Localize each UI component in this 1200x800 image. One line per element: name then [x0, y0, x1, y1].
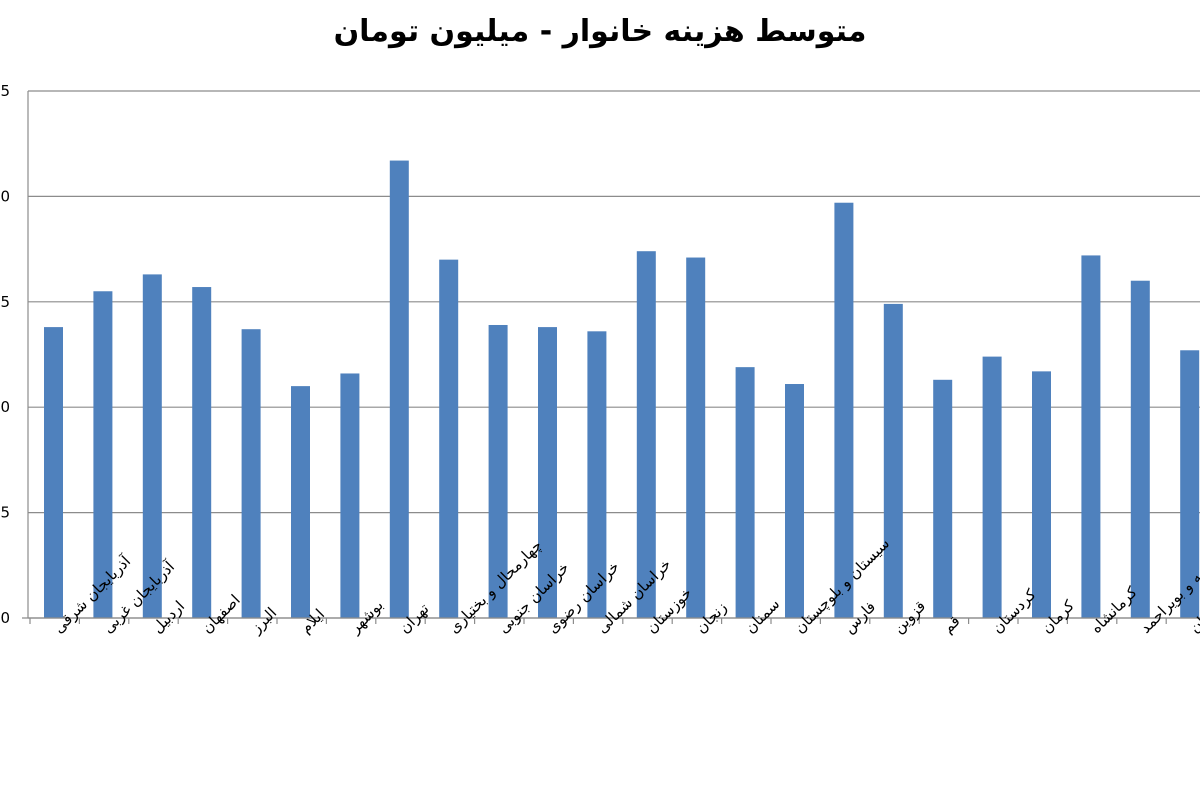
bar: [636, 251, 656, 618]
bar: [686, 257, 706, 618]
bar: [291, 386, 310, 618]
bar: [340, 373, 360, 618]
axes: [22, 91, 1200, 624]
y-tick-label: 10: [0, 398, 10, 416]
bar: [439, 259, 459, 618]
bar: [192, 287, 212, 618]
y-tick-label: 25: [0, 82, 10, 100]
y-tick-label: 15: [0, 293, 10, 311]
bar: [587, 331, 607, 618]
bar: [488, 324, 508, 618]
bar: [389, 160, 409, 618]
y-tick-label: 5: [0, 504, 10, 522]
bar: [538, 327, 557, 618]
bar: [785, 384, 804, 618]
bar: [933, 379, 953, 618]
bar: [241, 329, 261, 618]
bar: [834, 202, 854, 618]
bar: [1081, 255, 1101, 618]
bar: [1130, 280, 1150, 618]
y-tick-label: 0: [0, 609, 10, 627]
chart-title: متوسط هزینه خانوار - میلیون تومان: [333, 14, 867, 49]
bar: [982, 356, 1002, 618]
bar: [93, 291, 113, 618]
bar: [1032, 371, 1051, 618]
bars: [44, 160, 1200, 618]
bar: [142, 274, 162, 618]
bar: [735, 367, 755, 618]
bar: [44, 327, 63, 618]
bar: [1180, 350, 1200, 618]
y-tick-label: 20: [0, 187, 10, 205]
bar: [883, 303, 903, 618]
